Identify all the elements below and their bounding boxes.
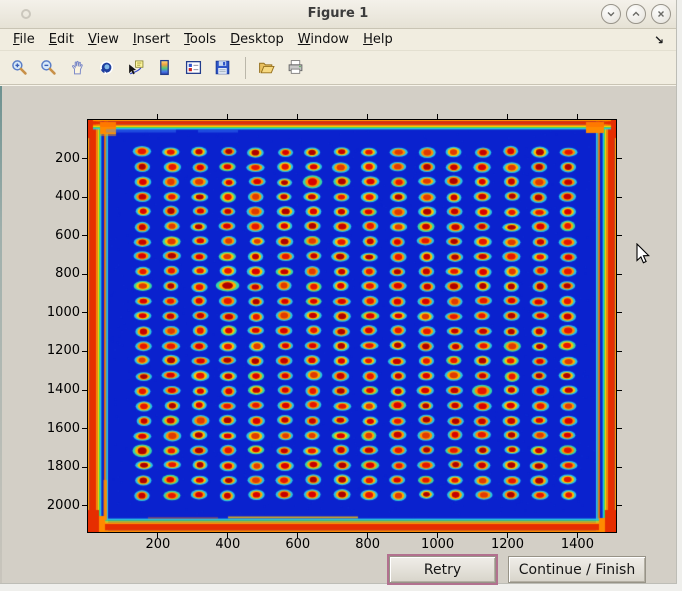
- menu-desktop[interactable]: Desktop: [230, 32, 284, 47]
- y-tick: [617, 158, 622, 160]
- x-tick-label: 400: [215, 537, 241, 552]
- pan-hand-icon[interactable]: [66, 57, 88, 79]
- y-tick: [82, 273, 87, 275]
- mouse-cursor-icon: [636, 243, 650, 264]
- zoom-in-icon[interactable]: [8, 57, 30, 79]
- open-file-icon[interactable]: [255, 57, 277, 79]
- x-tick: [297, 114, 299, 119]
- x-tick: [227, 533, 229, 538]
- maximize-button[interactable]: [626, 4, 646, 24]
- menu-tools[interactable]: Tools: [184, 32, 217, 47]
- menu-edit[interactable]: Edit: [48, 32, 74, 47]
- continue-finish-button[interactable]: Continue / Finish: [508, 556, 646, 583]
- x-tick: [437, 114, 439, 119]
- print-figure-icon[interactable]: [284, 57, 306, 79]
- figure-toolbar: [0, 51, 676, 85]
- axes: [82, 114, 622, 538]
- x-tick: [507, 533, 509, 538]
- menu-bar: File Edit View Insert Tools Desktop Wind…: [0, 29, 676, 51]
- y-tick: [617, 196, 622, 198]
- rotate-3d-icon[interactable]: [95, 57, 117, 79]
- close-button[interactable]: [651, 4, 671, 24]
- menu-insert[interactable]: Insert: [132, 32, 171, 47]
- y-tick-label: 400: [55, 189, 80, 205]
- minimize-button[interactable]: [601, 4, 621, 24]
- x-tick-label: 1000: [421, 537, 455, 552]
- y-tick: [82, 428, 87, 430]
- y-tick: [617, 428, 622, 430]
- y-tick: [82, 466, 87, 468]
- x-tick: [157, 114, 159, 119]
- y-tick: [617, 466, 622, 468]
- x-tick-label: 1400: [560, 537, 594, 552]
- menu-help[interactable]: Help: [363, 32, 393, 47]
- y-tick: [82, 350, 87, 352]
- retry-button[interactable]: Retry: [387, 554, 498, 585]
- y-tick: [617, 235, 622, 237]
- heatmap-image: [88, 120, 616, 532]
- y-tick-label: 1800: [46, 459, 80, 475]
- save-figure-icon[interactable]: [211, 57, 233, 79]
- chevron-down-icon: [607, 12, 615, 17]
- window-menu-icon[interactable]: [21, 9, 31, 19]
- menu-window[interactable]: Window: [297, 32, 350, 47]
- y-tick: [82, 196, 87, 198]
- titlebar[interactable]: Figure 1: [0, 0, 676, 29]
- window-title: Figure 1: [307, 6, 369, 21]
- x-tick-label: 200: [145, 537, 171, 552]
- x-tick: [367, 114, 369, 119]
- x-tick: [576, 533, 578, 538]
- x-tick-label: 800: [355, 537, 381, 552]
- toolbar-separator: [245, 56, 246, 79]
- menu-view[interactable]: View: [87, 32, 119, 47]
- close-icon: [658, 11, 664, 17]
- x-tick: [437, 533, 439, 538]
- y-tick-label: 200: [55, 150, 80, 166]
- y-tick-label: 600: [55, 227, 80, 243]
- y-tick-label: 1400: [46, 382, 80, 398]
- menu-file[interactable]: File: [13, 32, 35, 47]
- y-tick: [617, 273, 622, 275]
- chevron-up-icon: [632, 11, 640, 16]
- y-tick-label: 2000: [46, 497, 80, 513]
- x-tick-label: 1200: [490, 537, 525, 552]
- y-tick: [82, 389, 87, 391]
- window-controls: [601, 4, 671, 24]
- y-tick: [617, 389, 622, 391]
- x-tick: [297, 533, 299, 538]
- x-tick: [157, 533, 159, 538]
- y-tick: [82, 158, 87, 160]
- insert-colorbar-icon[interactable]: [153, 57, 175, 79]
- x-tick: [367, 533, 369, 538]
- zoom-out-icon[interactable]: [37, 57, 59, 79]
- x-tick-label: 600: [285, 537, 311, 552]
- dock-figure-icon[interactable]: ↘: [653, 32, 664, 47]
- y-tick-label: 1600: [46, 420, 80, 436]
- y-tick-label: 1000: [46, 304, 80, 320]
- x-tick: [227, 114, 229, 119]
- x-tick: [576, 114, 578, 119]
- y-tick: [617, 505, 622, 507]
- data-cursor-icon[interactable]: [124, 57, 146, 79]
- x-tick: [507, 114, 509, 119]
- y-tick-label: 800: [55, 266, 80, 282]
- y-tick-label: 1200: [46, 343, 80, 359]
- y-tick: [82, 505, 87, 507]
- y-tick: [617, 350, 622, 352]
- insert-legend-icon[interactable]: [182, 57, 204, 79]
- y-tick: [82, 312, 87, 314]
- y-tick: [82, 235, 87, 237]
- y-tick: [617, 312, 622, 314]
